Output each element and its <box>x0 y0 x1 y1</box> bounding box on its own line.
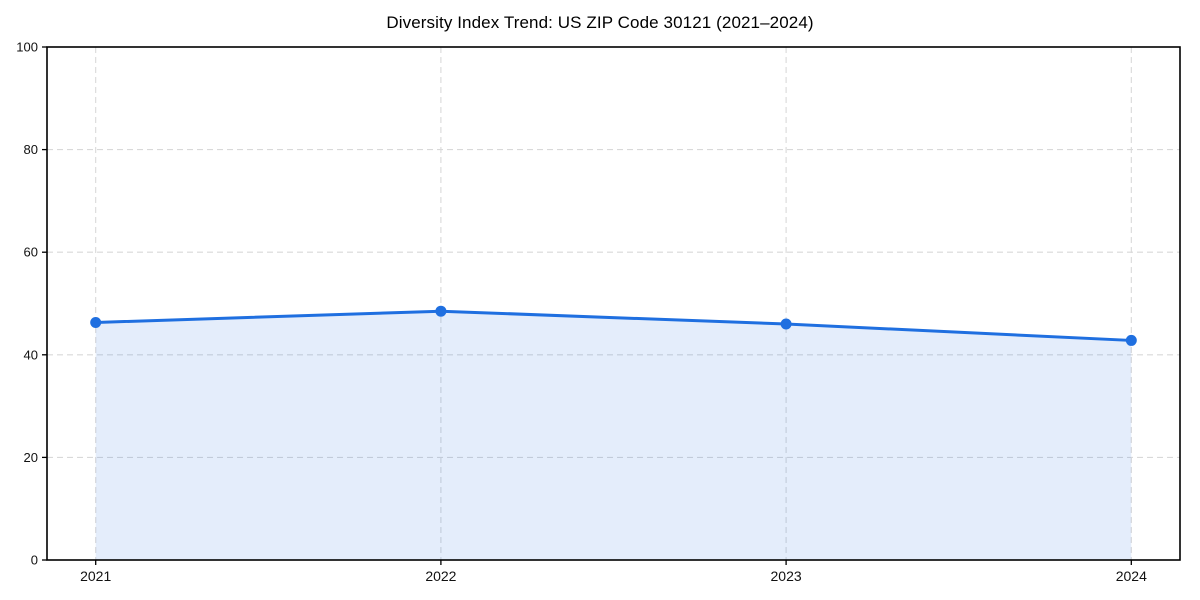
x-tick-label: 2021 <box>80 568 111 584</box>
data-point-marker <box>435 305 447 317</box>
y-tick-label: 60 <box>24 245 38 260</box>
y-tick-label: 40 <box>24 347 38 362</box>
x-tick-label: 2024 <box>1116 568 1147 584</box>
y-tick-label: 100 <box>16 40 38 55</box>
area-fill <box>95 311 1132 560</box>
data-point-marker <box>90 316 102 328</box>
trend-line <box>94 309 1133 342</box>
y-tick-label: 80 <box>24 142 38 157</box>
y-tick-label: 0 <box>31 553 38 568</box>
data-point-marker <box>780 318 792 330</box>
x-tick-label: 2022 <box>425 568 456 584</box>
x-tick-label: 2023 <box>771 568 802 584</box>
plot-border <box>46 46 1181 561</box>
chart-title: Diversity Index Trend: US ZIP Code 30121… <box>386 13 814 32</box>
y-tick-label: 20 <box>24 450 38 465</box>
data-point-marker <box>1125 334 1137 346</box>
